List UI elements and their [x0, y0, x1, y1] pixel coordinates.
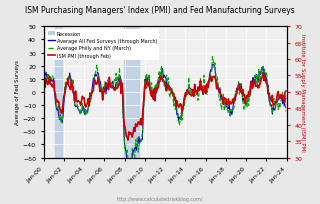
Bar [55, 27, 62, 158]
Legend: Recession, Average All Fed Surveys (through March), Average Philly and NY (March: Recession, Average All Fed Surveys (thro… [46, 30, 159, 61]
Y-axis label: Average of Fed Surveys: Average of Fed Surveys [15, 60, 20, 125]
Bar [124, 27, 139, 158]
Text: http://www.calculatedriskblog.com/: http://www.calculatedriskblog.com/ [117, 196, 203, 201]
Y-axis label: Institute for Supply Management (ISM) PMI: Institute for Supply Management (ISM) PM… [300, 34, 305, 151]
Text: ISM Purchasing Managers' Index (PMI) and Fed Manufacturing Surveys: ISM Purchasing Managers' Index (PMI) and… [25, 6, 295, 15]
